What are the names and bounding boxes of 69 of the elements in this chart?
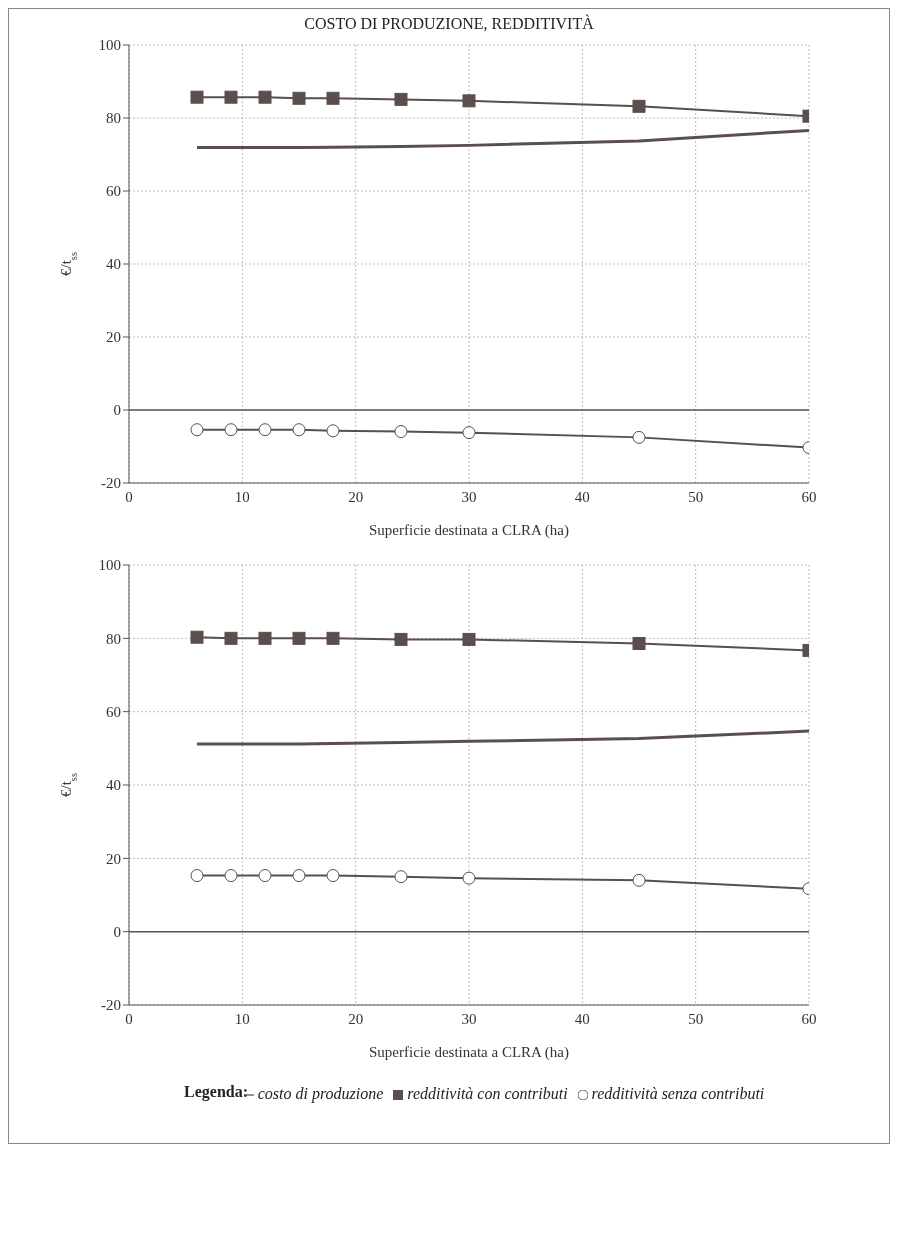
y-tick-label: 0 xyxy=(113,402,121,419)
x-tick-label: 0 xyxy=(125,488,133,505)
point xyxy=(326,91,340,105)
point xyxy=(224,423,238,437)
x-tick-label: 10 xyxy=(234,488,250,505)
x-tick-label: 40 xyxy=(574,1010,590,1027)
line-series xyxy=(195,128,809,150)
point xyxy=(462,94,476,108)
point xyxy=(326,631,340,645)
point xyxy=(632,873,646,887)
legend-label: costo di produzione xyxy=(257,1085,384,1102)
point xyxy=(462,632,476,646)
point xyxy=(258,631,272,645)
x-tick-label: 60 xyxy=(801,1010,817,1027)
x-tick-label: 30 xyxy=(461,488,477,505)
x-tick-label: 50 xyxy=(688,488,704,505)
x-tick-label: 20 xyxy=(348,488,364,505)
y-tick-label: -20 xyxy=(101,475,121,492)
point xyxy=(190,90,204,104)
point xyxy=(224,631,238,645)
point xyxy=(258,423,272,437)
x-axis-title: Superficie destinata a CLRA (ha) xyxy=(369,522,569,539)
point xyxy=(462,426,476,440)
y-tick-label: -20 xyxy=(101,997,121,1014)
line-series xyxy=(195,729,809,746)
y-tick-label: 80 xyxy=(106,110,121,127)
point xyxy=(462,871,476,885)
point xyxy=(292,91,306,105)
y-tick-label: 100 xyxy=(98,37,121,54)
y-tick-label: 100 xyxy=(98,557,121,574)
x-tick-label: 0 xyxy=(125,1010,133,1027)
y-tick-label: 40 xyxy=(106,256,121,273)
chart-title: COSTO DI PRODUZIONE, REDDITIVITÀ xyxy=(303,15,595,33)
point xyxy=(326,424,340,438)
point xyxy=(292,631,306,645)
y-tick-label: 40 xyxy=(106,777,121,794)
point xyxy=(224,869,238,883)
point xyxy=(190,630,204,644)
point xyxy=(632,99,646,113)
point xyxy=(326,869,340,883)
y-tick-label: 20 xyxy=(106,850,121,867)
point xyxy=(394,632,408,646)
x-tick-label: 50 xyxy=(688,1010,704,1027)
x-tick-label: 20 xyxy=(348,1010,364,1027)
y-tick-label: 80 xyxy=(106,630,121,647)
point xyxy=(258,90,272,104)
x-axis-title: Superficie destinata a CLRA (ha) xyxy=(369,1044,569,1061)
x-tick-label: 10 xyxy=(234,1010,250,1027)
point xyxy=(632,636,646,650)
x-tick-label: 40 xyxy=(574,488,590,505)
y-tick-label: 20 xyxy=(106,329,121,346)
point xyxy=(190,869,204,883)
legend-label: redditività senza contributi xyxy=(591,1085,765,1102)
point xyxy=(292,869,306,883)
point xyxy=(190,423,204,437)
y-tick-label: 0 xyxy=(113,923,121,940)
legend-label: redditività con contributi xyxy=(407,1085,568,1102)
x-tick-label: 30 xyxy=(461,1010,477,1027)
point xyxy=(632,430,646,444)
y-tick-label: 60 xyxy=(106,183,121,200)
point xyxy=(224,90,238,104)
point xyxy=(394,425,408,439)
point xyxy=(394,92,408,106)
x-tick-label: 60 xyxy=(801,488,817,505)
legend-title: Legenda: xyxy=(184,1083,248,1101)
point xyxy=(258,869,272,883)
y-tick-label: 60 xyxy=(106,703,121,720)
point xyxy=(394,870,408,884)
point xyxy=(292,423,306,437)
